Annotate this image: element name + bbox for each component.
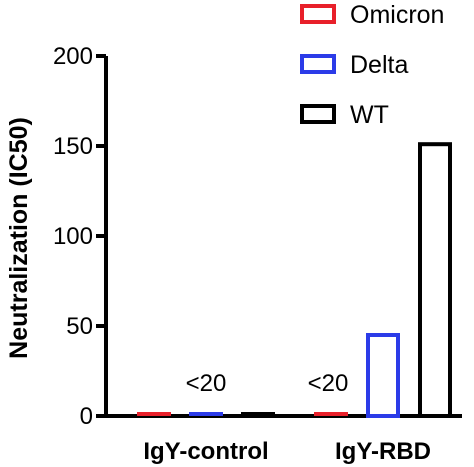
y-tick-label: 100 (53, 223, 93, 250)
y-axis-title: Neutralization (IC50) (5, 117, 33, 359)
y-ticks: 0 50 100 150 200 (53, 43, 106, 430)
legend-item-delta: Delta (300, 51, 408, 79)
bar-wt-igy-rbd (418, 142, 452, 418)
legend-item-omicron: Omicron (300, 1, 444, 29)
legend-swatch (300, 104, 336, 124)
axes (104, 56, 462, 418)
bars (137, 142, 452, 418)
legend-swatch (300, 4, 336, 24)
category-label: IgY-RBD (335, 438, 431, 465)
annotation-less-than-20: <20 (308, 370, 349, 397)
legend-swatch (300, 54, 336, 74)
y-tick-label: 0 (80, 403, 93, 430)
legend: Omicron Delta WT (300, 1, 444, 129)
legend-item-wt: WT (300, 101, 389, 129)
legend-label: Omicron (350, 1, 444, 29)
annotation-less-than-20: <20 (186, 370, 227, 397)
legend-label: Delta (350, 51, 408, 79)
annotations: <20 <20 (186, 370, 349, 397)
category-labels: IgY-control IgY-RBD (143, 438, 431, 465)
bar-delta-igy-rbd (366, 333, 400, 418)
y-tick-label: 50 (66, 313, 93, 340)
y-tick-label: 200 (53, 43, 93, 70)
category-label: IgY-control (143, 438, 268, 465)
y-tick-label: 150 (53, 133, 93, 160)
legend-label: WT (350, 101, 389, 129)
